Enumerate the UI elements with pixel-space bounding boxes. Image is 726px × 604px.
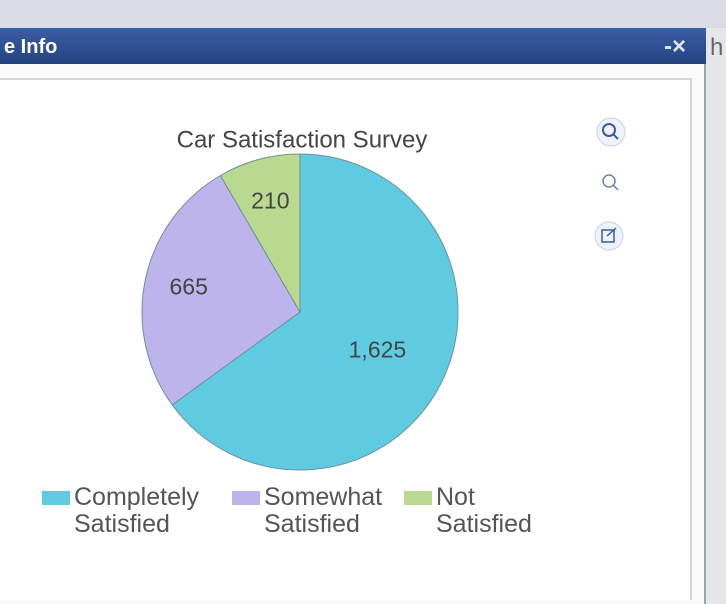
pie-slice <box>219 153 301 314</box>
data-label: 210 <box>251 187 289 213</box>
top-strip <box>0 0 726 28</box>
legend-item: Somewhat Satisfied <box>232 484 404 538</box>
pie-slice <box>171 153 459 471</box>
data-label: 665 <box>169 274 207 300</box>
edge-text: h <box>710 34 724 61</box>
popout-button[interactable] <box>594 221 624 251</box>
legend-label: Somewhat Satisfied <box>264 483 383 538</box>
chart-title: Car Satisfaction Survey <box>177 126 428 153</box>
legend-swatch <box>232 491 260 505</box>
pie-slice <box>141 174 301 406</box>
window-title: e Info <box>4 36 58 58</box>
legend-label: Completely Satisfied <box>74 483 200 538</box>
legend-item: Not Satisfied <box>404 484 556 538</box>
window-controls[interactable]: -× <box>663 33 686 60</box>
window-header: e Info -× <box>0 28 706 64</box>
legend-swatch <box>404 491 432 505</box>
legend-label: Not Satisfied <box>436 483 532 538</box>
zoom-out-button[interactable] <box>602 174 619 191</box>
legend-swatch <box>42 491 70 505</box>
zoom-in-button[interactable] <box>596 117 626 147</box>
data-label: 1,625 <box>349 337 407 363</box>
legend-item: Completely Satisfied <box>42 484 224 538</box>
